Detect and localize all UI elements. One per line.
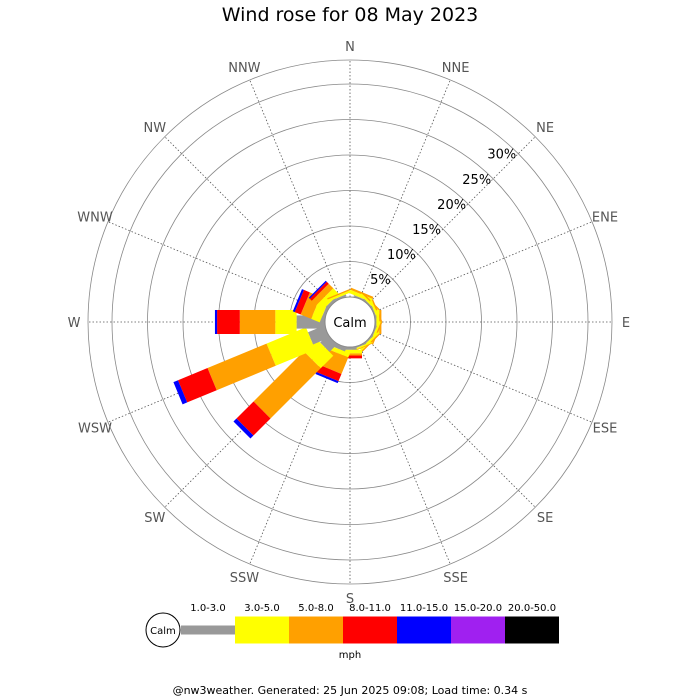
bar-sse-1.0-3.0 bbox=[353, 342, 367, 349]
direction-label-ne: NE bbox=[536, 121, 554, 136]
direction-label-nne: NNE bbox=[442, 61, 470, 76]
legend-swatch-15.0-20.0 bbox=[451, 616, 505, 644]
direction-label-se: SE bbox=[537, 511, 553, 526]
bar-wsw-11.0-15.0 bbox=[173, 380, 188, 405]
bar-ssw-8.0-11.0 bbox=[316, 364, 342, 382]
bar-w-3.0-5.0 bbox=[275, 310, 297, 334]
direction-label-wnw: WNW bbox=[77, 210, 113, 225]
bar-stack-wsw bbox=[173, 325, 330, 405]
spoke-nnw bbox=[249, 79, 341, 300]
grid-ring-outer bbox=[87, 59, 613, 585]
bar-sw-8.0-11.0 bbox=[236, 401, 271, 436]
bar-w-8.0-11.0 bbox=[217, 310, 240, 334]
calm-label: Calm bbox=[333, 316, 366, 331]
legend-swatch-1.0-3.0 bbox=[181, 625, 235, 635]
legend-label-15.0-20.0: 15.0-20.0 bbox=[454, 603, 502, 614]
bar-wnw-11.0-15.0 bbox=[292, 289, 304, 313]
chart-title: Wind rose for 08 May 2023 bbox=[221, 4, 479, 26]
direction-label-s: S bbox=[346, 592, 354, 607]
direction-label-w: W bbox=[68, 316, 81, 331]
legend-swatch-5.0-8.0 bbox=[289, 616, 343, 644]
bar-e-3.0-5.0 bbox=[376, 310, 380, 334]
bar-nw-8.0-11.0 bbox=[309, 281, 329, 301]
bar-w-5.0-8.0 bbox=[239, 310, 276, 334]
spoke-ssw bbox=[249, 344, 341, 565]
legend-label-5.0-8.0: 5.0-8.0 bbox=[298, 603, 333, 614]
legend-swatch-20.0-50.0 bbox=[505, 616, 559, 644]
footer-text: @nw3weather. Generated: 25 Jun 2025 09:0… bbox=[172, 684, 528, 697]
bar-nnw-1.0-3.0 bbox=[333, 294, 347, 302]
legend-label-8.0-11.0: 8.0-11.0 bbox=[349, 603, 391, 614]
spoke-ne bbox=[367, 136, 536, 305]
bars bbox=[173, 280, 383, 439]
legend-label-11.0-15.0: 11.0-15.0 bbox=[400, 603, 448, 614]
ring-label-25: 25% bbox=[462, 173, 491, 188]
legend-label-3.0-5.0: 3.0-5.0 bbox=[244, 603, 279, 614]
spoke-ese bbox=[372, 331, 593, 423]
grid: N NNE NE ENE E ESE SE SSE S SSW SW WSW W WNW NW NNW bbox=[68, 40, 631, 607]
ring-labels: 5% 10% 15% 20% 25% 30% bbox=[370, 148, 516, 289]
legend-swatch-3.0-5.0 bbox=[235, 616, 289, 644]
bar-e-1.0-3.0 bbox=[375, 315, 377, 329]
direction-label-sse: SSE bbox=[443, 571, 468, 586]
bar-ssw-11.0-15.0 bbox=[315, 371, 339, 384]
bar-nne-1.0-3.0 bbox=[353, 295, 367, 302]
direction-label-ssw: SSW bbox=[230, 571, 260, 586]
bar-nw-5.0-8.0 bbox=[311, 283, 334, 306]
bar-s-1.0-3.0 bbox=[343, 347, 357, 350]
spoke-sse bbox=[359, 344, 451, 565]
bar-nw-3.0-5.0 bbox=[316, 288, 339, 311]
legend-calm-label: Calm bbox=[150, 626, 176, 637]
bar-nnw-5.0-8.0 bbox=[327, 289, 350, 300]
ring-label-30: 30% bbox=[487, 148, 516, 163]
grid-ring bbox=[182, 154, 518, 490]
legend-label-1.0-3.0: 1.0-3.0 bbox=[190, 603, 225, 614]
bar-wnw-8.0-11.0 bbox=[294, 289, 310, 315]
bar-wsw-8.0-11.0 bbox=[178, 368, 217, 403]
bar-w-11.0-15.0 bbox=[214, 310, 218, 334]
direction-label-n: N bbox=[345, 40, 355, 55]
legend-swatch-8.0-11.0 bbox=[343, 616, 397, 644]
spoke-ene bbox=[372, 221, 593, 313]
ring-label-20: 20% bbox=[437, 198, 466, 213]
spoke-nw bbox=[164, 136, 333, 305]
direction-label-ese: ESE bbox=[593, 422, 618, 437]
calm-center: Calm bbox=[324, 296, 376, 348]
bar-nw-11.0-15.0 bbox=[308, 280, 327, 299]
bar-sw-5.0-8.0 bbox=[253, 351, 321, 419]
legend-label-20.0-50.0: 20.0-50.0 bbox=[508, 603, 556, 614]
direction-label-nw: NW bbox=[144, 121, 167, 136]
direction-label-sw: SW bbox=[144, 511, 165, 526]
bar-ene-1.0-3.0 bbox=[370, 305, 377, 319]
direction-label-e: E bbox=[622, 316, 630, 331]
grid-ring bbox=[147, 119, 553, 525]
bar-sw-11.0-15.0 bbox=[233, 418, 254, 439]
calm-circle bbox=[324, 296, 376, 348]
legend-unit: mph bbox=[339, 650, 361, 661]
bar-wsw-5.0-8.0 bbox=[207, 343, 276, 391]
bar-stack-nw bbox=[308, 280, 339, 311]
direction-label-nnw: NNW bbox=[228, 61, 260, 76]
bar-ese-1.0-3.0 bbox=[370, 325, 377, 339]
bar-nnw-3.0-5.0 bbox=[327, 290, 351, 302]
bar-wsw-3.0-5.0 bbox=[266, 327, 316, 366]
direction-label-ene: ENE bbox=[592, 210, 618, 225]
spoke-se bbox=[367, 339, 536, 508]
spoke-nne bbox=[359, 79, 451, 300]
direction-label-wsw: WSW bbox=[78, 422, 112, 437]
ring-label-5: 5% bbox=[370, 273, 391, 288]
ring-label-10: 10% bbox=[387, 248, 416, 263]
grid-ring bbox=[111, 83, 589, 561]
bar-wsw-1.0-3.0 bbox=[307, 325, 330, 345]
ring-label-15: 15% bbox=[412, 223, 441, 238]
legend-calm-circle bbox=[145, 612, 181, 648]
bar-stack-nnw bbox=[327, 289, 351, 302]
spoke-wnw bbox=[107, 221, 328, 313]
legend-swatch-11.0-15.0 bbox=[397, 616, 451, 644]
legend: Calm 1.0-3.0 3.0-5.0 5.0-8.0 8.0-11.0 11.0-15… bbox=[145, 603, 559, 661]
